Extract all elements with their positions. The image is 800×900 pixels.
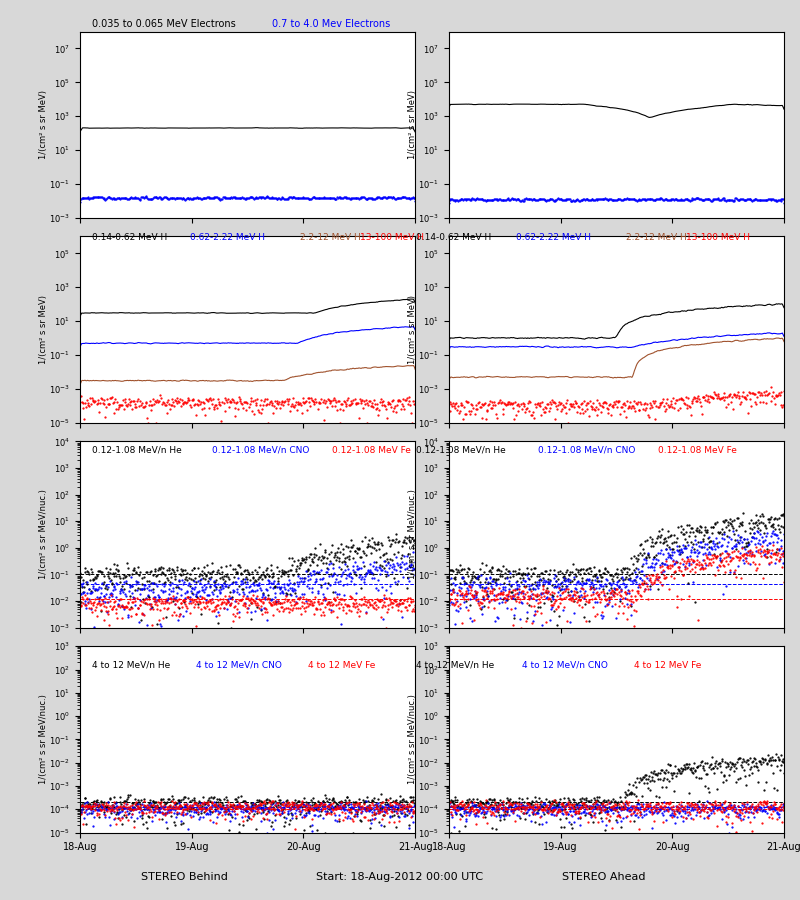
Text: 0.14-0.62 MeV H: 0.14-0.62 MeV H <box>416 233 491 242</box>
Y-axis label: 1/(cm² s sr MeV): 1/(cm² s sr MeV) <box>408 295 417 364</box>
Text: STEREO Behind: STEREO Behind <box>141 872 227 882</box>
Text: 0.12-1.08 MeV/n CNO: 0.12-1.08 MeV/n CNO <box>538 446 635 454</box>
Y-axis label: 1/(cm² s sr MeV/nuc.): 1/(cm² s sr MeV/nuc.) <box>39 695 48 784</box>
Y-axis label: 1/(cm² s sr MeV/nuc.): 1/(cm² s sr MeV/nuc.) <box>39 490 48 580</box>
Text: 0.12-1.08 MeV/n He: 0.12-1.08 MeV/n He <box>92 446 182 454</box>
Text: STEREO Ahead: STEREO Ahead <box>562 872 646 882</box>
Text: 4 to 12 MeV/n He: 4 to 12 MeV/n He <box>92 661 170 670</box>
Text: 0.12-1.08 MeV/n CNO: 0.12-1.08 MeV/n CNO <box>212 446 310 454</box>
Text: 2.2-12 MeV H: 2.2-12 MeV H <box>626 233 686 242</box>
Text: 0.14-0.62 MeV H: 0.14-0.62 MeV H <box>92 233 167 242</box>
Text: 13-100 MeV H: 13-100 MeV H <box>686 233 750 242</box>
Y-axis label: 1/(cm² s sr MeV): 1/(cm² s sr MeV) <box>39 295 48 364</box>
Text: 0.035 to 0.065 MeV Electrons: 0.035 to 0.065 MeV Electrons <box>92 19 236 29</box>
Text: 2.2-12 MeV H: 2.2-12 MeV H <box>300 233 361 242</box>
Text: 0.7 to 4.0 Mev Electrons: 0.7 to 4.0 Mev Electrons <box>272 19 390 29</box>
Text: 4 to 12 MeV/n CNO: 4 to 12 MeV/n CNO <box>522 661 607 670</box>
Y-axis label: 1/(cm² s sr MeV/nuc.): 1/(cm² s sr MeV/nuc.) <box>407 695 417 784</box>
Text: 0.12-1.08 MeV Fe: 0.12-1.08 MeV Fe <box>658 446 737 454</box>
Text: 13-100 MeV H: 13-100 MeV H <box>360 233 424 242</box>
Y-axis label: 1/(cm² s sr MeV): 1/(cm² s sr MeV) <box>408 90 417 159</box>
Text: 4 to 12 MeV Fe: 4 to 12 MeV Fe <box>308 661 375 670</box>
Text: 4 to 12 MeV/n CNO: 4 to 12 MeV/n CNO <box>196 661 282 670</box>
Text: 0.12-1.08 MeV/n He: 0.12-1.08 MeV/n He <box>416 446 506 454</box>
Text: 4 to 12 MeV/n He: 4 to 12 MeV/n He <box>416 661 494 670</box>
Text: 0.12-1.08 MeV Fe: 0.12-1.08 MeV Fe <box>332 446 411 454</box>
Text: 0.62-2.22 MeV H: 0.62-2.22 MeV H <box>190 233 265 242</box>
Text: 0.62-2.22 MeV H: 0.62-2.22 MeV H <box>516 233 591 242</box>
Y-axis label: 1/(cm² s sr MeV): 1/(cm² s sr MeV) <box>39 90 48 159</box>
Text: Start: 18-Aug-2012 00:00 UTC: Start: 18-Aug-2012 00:00 UTC <box>317 872 483 882</box>
Text: 4 to 12 MeV Fe: 4 to 12 MeV Fe <box>634 661 701 670</box>
Y-axis label: 1/(cm² s sr MeV/nuc.): 1/(cm² s sr MeV/nuc.) <box>408 490 417 580</box>
